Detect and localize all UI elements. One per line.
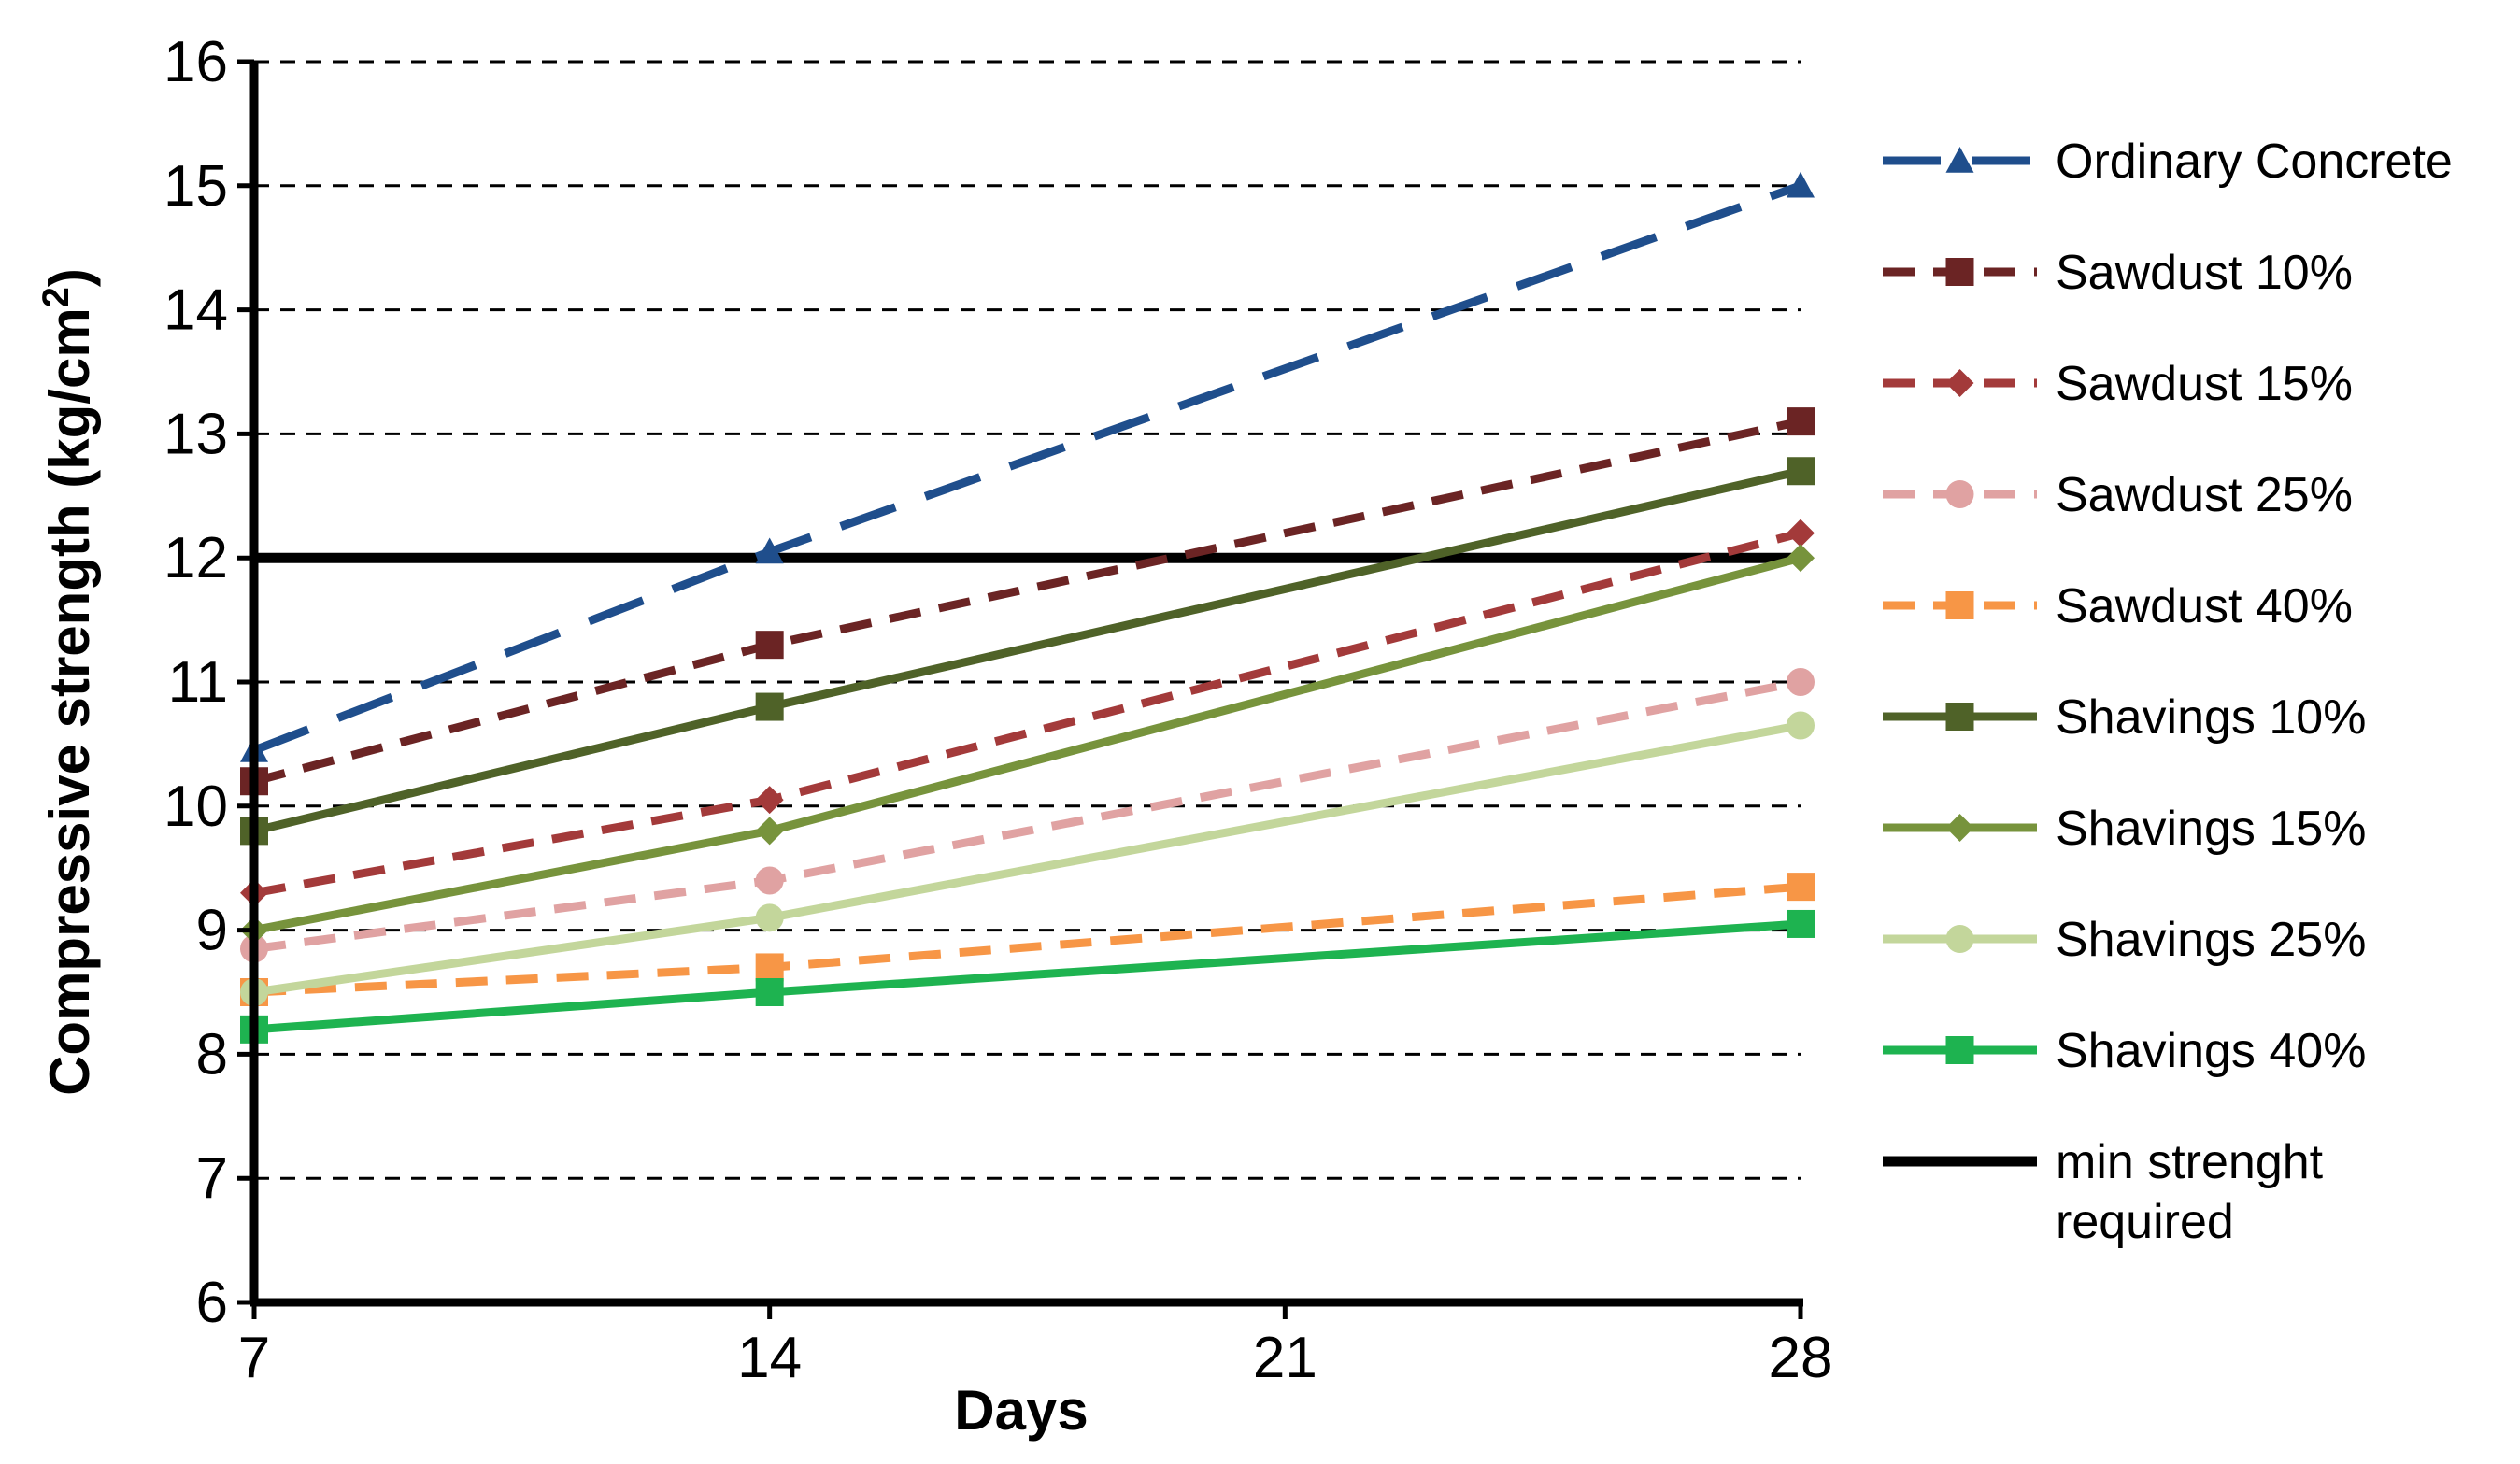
y-tick-label: 15	[164, 154, 228, 219]
data-point	[755, 978, 784, 1006]
legend-label: Shavings 15%	[2056, 802, 2366, 856]
legend-item-sawdust-25pct: Sawdust 25%	[1883, 468, 2353, 522]
y-axis-title-close: )	[38, 268, 101, 287]
data-point	[1787, 711, 1815, 740]
series-sawdust-25pct	[240, 668, 1815, 963]
data-point	[1787, 909, 1815, 938]
data-point	[755, 692, 784, 721]
data-point	[755, 631, 784, 660]
legend-marker	[1945, 147, 1974, 173]
legend-label: Sawdust 25%	[2056, 468, 2353, 522]
data-point	[755, 817, 784, 846]
data-point	[755, 866, 784, 895]
legend-item-sawdust-10pct: Sawdust 10%	[1883, 246, 2353, 300]
legend-marker	[1945, 703, 1974, 731]
data-point	[1787, 171, 1815, 198]
x-tick-label: 14	[737, 1326, 802, 1390]
legend-marker	[1945, 369, 1974, 397]
x-tick-labels: 7 14 21 28	[238, 1302, 1833, 1390]
series-line	[253, 553, 1802, 935]
legend-label: min strenght	[2056, 1135, 2324, 1189]
series-line	[253, 529, 1802, 898]
legend-label: Sawdust 10%	[2056, 246, 2353, 300]
x-tick-label: 21	[1253, 1326, 1317, 1390]
y-axis-title: Compressive strength (kg/cm2)	[36, 268, 101, 1096]
legend-label: Shavings 25%	[2056, 913, 2366, 967]
y-axis-title-superscript: 2	[36, 287, 77, 307]
data-point	[755, 953, 784, 982]
legend-item-shavings-10pct: Shavings 10%	[1883, 690, 2366, 745]
legend-label: Shavings 10%	[2056, 690, 2366, 745]
data-point	[1787, 873, 1815, 902]
legend-item-shavings-40pct: Shavings 40%	[1883, 1024, 2366, 1078]
data-point	[755, 537, 784, 564]
y-tick-label: 16	[164, 30, 228, 94]
y-tick-label: 7	[196, 1146, 228, 1211]
x-tick-label: 28	[1769, 1326, 1833, 1390]
series-sawdust-15pct	[240, 519, 1815, 907]
data-point	[1787, 407, 1815, 436]
legend-marker	[1945, 925, 1974, 953]
y-tick-label: 8	[196, 1022, 228, 1087]
data-point	[1787, 544, 1815, 573]
legend-label: Ordinary Concrete	[2056, 135, 2453, 189]
x-axis-title: Days	[954, 1379, 1088, 1442]
gridlines	[254, 60, 1801, 1180]
legend-item-min-strenght-required: min strenght required	[1883, 1135, 2324, 1249]
legend-item-sawdust-15pct: Sawdust 15%	[1883, 357, 2353, 411]
x-tick-label: 7	[238, 1326, 270, 1390]
y-tick-label: 9	[196, 899, 228, 963]
legend-marker	[1945, 1036, 1974, 1064]
legend-marker	[1945, 258, 1974, 286]
legend-label: Shavings 40%	[2056, 1024, 2366, 1078]
series-shavings-25pct	[240, 711, 1815, 1006]
data-point	[755, 786, 784, 815]
series-line	[252, 181, 1802, 755]
legend: Ordinary Concrete Sawdust 10% Sawdust 15% S…	[1883, 135, 2453, 1249]
legend-label: Sawdust 40%	[2056, 579, 2353, 633]
y-axis-title-main: Compressive strength (kg/cm	[38, 307, 101, 1096]
series-layer	[240, 171, 1815, 1044]
legend-marker	[1945, 814, 1974, 842]
data-point	[755, 903, 784, 932]
y-tick-label: 13	[164, 402, 228, 466]
data-point	[1787, 457, 1815, 486]
series-shavings-10pct	[240, 457, 1815, 846]
y-tick-label: 6	[196, 1271, 228, 1335]
y-tick-labels: 6 7 8 9 10 11 12 13 14 15 16	[164, 30, 254, 1335]
y-tick-label: 11	[168, 650, 228, 715]
legend-marker	[1945, 591, 1974, 619]
series-line	[252, 466, 1802, 835]
series-shavings-15pct	[240, 544, 1815, 945]
legend-item-shavings-25pct: Shavings 25%	[1883, 913, 2366, 967]
data-point	[1787, 519, 1815, 547]
y-tick-label: 14	[164, 278, 228, 343]
legend-label: Sawdust 15%	[2056, 357, 2353, 411]
legend-item-ordinary-concrete: Ordinary Concrete	[1883, 135, 2453, 189]
legend-marker	[1945, 480, 1974, 508]
data-point	[1787, 668, 1815, 696]
legend-item-shavings-15pct: Shavings 15%	[1883, 802, 2366, 856]
series-ordinary-concrete	[240, 171, 1815, 762]
legend-item-sawdust-40pct: Sawdust 40%	[1883, 579, 2353, 633]
y-tick-label: 10	[164, 775, 228, 839]
series-line	[253, 919, 1801, 1034]
legend-label: required	[2056, 1195, 2234, 1249]
series-sawdust-10pct	[240, 407, 1815, 796]
y-tick-label: 12	[164, 526, 228, 590]
